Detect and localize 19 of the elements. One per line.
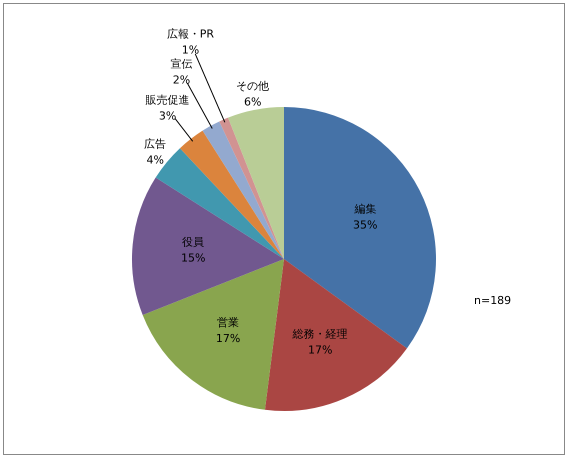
slice-label: 編集 xyxy=(353,202,376,216)
text: n=189 xyxy=(474,294,512,307)
slice-label: 広告 xyxy=(144,137,166,150)
slice-label: 広報・PR xyxy=(166,28,214,41)
data-label: 6% xyxy=(244,96,262,109)
data-label: 2% xyxy=(172,73,190,86)
slice-label: その他 xyxy=(236,80,270,93)
data-label: 17% xyxy=(216,332,240,345)
data-label: 1% xyxy=(182,44,200,57)
data-label: 35% xyxy=(353,218,378,232)
slice-label: 役員 xyxy=(182,235,204,248)
data-label: 17% xyxy=(308,344,332,357)
slice-label: 総務・経理 xyxy=(292,328,348,341)
data-label: 3% xyxy=(158,110,176,123)
slice-label: 宣伝 xyxy=(170,57,192,70)
data-label: 4% xyxy=(146,153,164,166)
data-label: 15% xyxy=(180,251,206,264)
slice-label: 営業 xyxy=(217,316,240,329)
slice-label: 販売促進 xyxy=(146,94,190,107)
